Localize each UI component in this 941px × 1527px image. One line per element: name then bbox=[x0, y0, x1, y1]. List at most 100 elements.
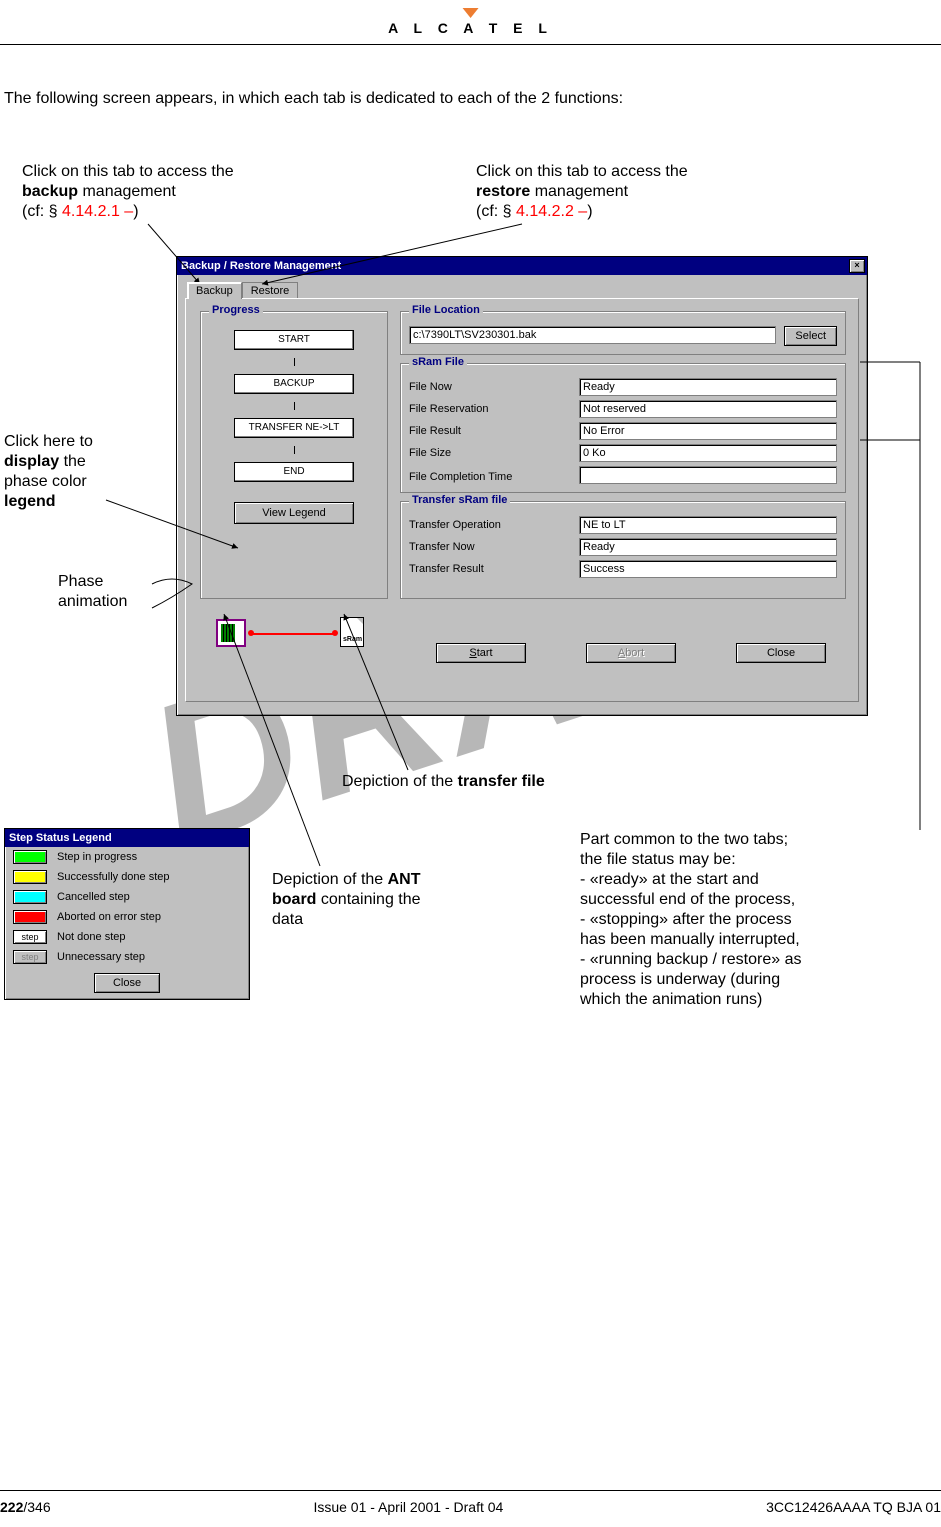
legend-swatch bbox=[13, 890, 47, 904]
close-button[interactable]: Close bbox=[736, 643, 826, 663]
row-file-result: File ResultNo Error bbox=[409, 422, 837, 440]
row-file-size: File Size0 Ko bbox=[409, 444, 837, 462]
legend-swatch: step bbox=[13, 950, 47, 964]
callout-common-l9: which the animation runs) bbox=[580, 991, 762, 1008]
callout-tf-pre: Depiction of the bbox=[342, 773, 458, 790]
legend-row-text: Cancelled step bbox=[57, 891, 130, 903]
callout-common-l4: successful end of the process, bbox=[580, 891, 795, 908]
dialog-titlebar[interactable]: Backup / Restore Management × bbox=[177, 257, 867, 275]
callout-restore: Click on this tab to access the restore … bbox=[476, 162, 756, 222]
legend-row: step Unnecessary step bbox=[5, 947, 249, 967]
callout-arrows bbox=[0, 0, 941, 1527]
file-location-input[interactable]: c:\7390LT\SV230301.bak bbox=[409, 326, 776, 344]
transfer-dot-icon bbox=[248, 630, 254, 636]
lbl-file-result: File Result bbox=[409, 425, 579, 437]
close-icon[interactable]: × bbox=[849, 259, 865, 273]
legend-dialog: Step Status Legend Step in progress Succe… bbox=[4, 828, 250, 1000]
tabs: BackupRestore bbox=[187, 281, 867, 298]
footer-page-rest: /346 bbox=[23, 1499, 50, 1515]
callout-common-l7: - «running backup / restore» as bbox=[580, 951, 801, 968]
lbl-transfer-op: Transfer Operation bbox=[409, 519, 579, 531]
sram-file-icon: sRam bbox=[340, 617, 364, 647]
callout-ant-l1p: Depiction of the bbox=[272, 871, 388, 888]
group-sram-title: sRam File bbox=[409, 356, 467, 368]
callout-restore-ref: 4.14.2.2 – bbox=[516, 203, 587, 220]
legend-row-text: Successfully done step bbox=[57, 871, 170, 883]
abort-button[interactable]: Abort bbox=[586, 643, 676, 663]
legend-swatch bbox=[13, 910, 47, 924]
group-transfer-title: Transfer sRam file bbox=[409, 494, 510, 506]
callout-backup-l3a: (cf: § bbox=[22, 203, 62, 220]
callout-tf-b: transfer file bbox=[458, 773, 545, 790]
step-connector bbox=[294, 402, 295, 410]
legend-row-text: Not done step bbox=[57, 931, 126, 943]
logo: A L C A T E L bbox=[388, 8, 553, 36]
lbl-file-size: File Size bbox=[409, 447, 579, 459]
legend-row-text: Unnecessary step bbox=[57, 951, 145, 963]
legend-swatch bbox=[13, 850, 47, 864]
backup-restore-dialog: Backup / Restore Management × BackupRest… bbox=[176, 256, 868, 716]
lbl-file-completion: File Completion Time bbox=[409, 471, 579, 483]
callout-ant-board: Depiction of the ANT board containing th… bbox=[272, 870, 492, 930]
group-file-location: File Location c:\7390LT\SV230301.bak Sel… bbox=[400, 311, 846, 355]
row-transfer-now: Transfer NowReady bbox=[409, 538, 837, 556]
row-file-reservation: File ReservationNot reserved bbox=[409, 400, 837, 418]
val-transfer-now: Ready bbox=[579, 538, 837, 556]
select-button[interactable]: Select bbox=[784, 326, 837, 346]
legend-row: Successfully done step bbox=[5, 867, 249, 887]
legend-swatch bbox=[13, 870, 47, 884]
footer-rule bbox=[0, 1490, 941, 1491]
val-file-completion bbox=[579, 466, 837, 484]
callout-common-l1: Part common to the two tabs; bbox=[580, 831, 788, 848]
callout-common-l6: has been manually interrupted, bbox=[580, 931, 800, 948]
view-legend-button[interactable]: View Legend bbox=[234, 502, 354, 524]
lbl-transfer-result: Transfer Result bbox=[409, 563, 579, 575]
callout-restore-l2p: management bbox=[530, 183, 628, 200]
callout-transfer-file: Depiction of the transfer file bbox=[342, 772, 545, 792]
callout-backup-l3b: ) bbox=[133, 203, 138, 220]
group-transfer-sram: Transfer sRam file Transfer OperationNE … bbox=[400, 501, 846, 599]
step-connector bbox=[294, 446, 295, 454]
page-footer: 222/346 Issue 01 - April 2001 - Draft 04… bbox=[0, 1499, 941, 1515]
val-file-size: 0 Ko bbox=[579, 444, 837, 462]
group-file-location-title: File Location bbox=[409, 304, 483, 316]
row-file-completion: File Completion Time bbox=[409, 466, 837, 487]
legend-row-text: Step in progress bbox=[57, 851, 137, 863]
val-transfer-result: Success bbox=[579, 560, 837, 578]
tab-restore[interactable]: Restore bbox=[242, 282, 299, 299]
legend-row: stepNot done step bbox=[5, 927, 249, 947]
legend-close-button[interactable]: Close bbox=[94, 973, 160, 993]
step-transfer: TRANSFER NE->LT bbox=[234, 418, 354, 438]
transfer-dot-icon bbox=[332, 630, 338, 636]
callout-ant-l3: data bbox=[272, 911, 303, 928]
footer-right: 3CC12426AAAA TQ BJA 01 bbox=[766, 1499, 941, 1515]
group-sram-file: sRam File File NowReady File Reservation… bbox=[400, 363, 846, 493]
callout-view-legend: Click here to display the phase color le… bbox=[4, 432, 134, 512]
footer-center: Issue 01 - April 2001 - Draft 04 bbox=[313, 1499, 503, 1515]
start-button[interactable]: Start bbox=[436, 643, 526, 663]
tab-backup[interactable]: Backup bbox=[187, 282, 242, 299]
callout-vl-b2: legend bbox=[4, 493, 56, 510]
group-progress-title: Progress bbox=[209, 304, 263, 316]
panel-body: Progress START BACKUP TRANSFER NE->LT EN… bbox=[185, 298, 859, 702]
legend-row-text: Aborted on error step bbox=[57, 911, 161, 923]
legend-rows: Step in progress Successfully done step Ca… bbox=[5, 847, 249, 967]
lbl-file-now: File Now bbox=[409, 381, 579, 393]
transfer-line-icon bbox=[250, 633, 334, 635]
val-file-now: Ready bbox=[579, 378, 837, 396]
row-transfer-result: Transfer ResultSuccess bbox=[409, 560, 837, 578]
ant-board-icon bbox=[216, 619, 246, 647]
row-file-now: File NowReady bbox=[409, 378, 837, 396]
abort-button-tail: bort bbox=[625, 647, 644, 659]
row-transfer-op: Transfer OperationNE to LT bbox=[409, 516, 837, 534]
callout-ant-b2: board bbox=[272, 891, 316, 908]
footer-page-bold: 222 bbox=[0, 1499, 23, 1515]
callout-backup-ref: 4.14.2.1 – bbox=[62, 203, 133, 220]
callout-ant-b1: ANT bbox=[388, 871, 421, 888]
val-file-result: No Error bbox=[579, 422, 837, 440]
callout-common-l3: - «ready» at the start and bbox=[580, 871, 759, 888]
callout-phase-animation: Phase animation bbox=[58, 572, 158, 612]
callout-backup-b: backup bbox=[22, 183, 78, 200]
intro-text: The following screen appears, in which e… bbox=[4, 90, 623, 108]
legend-titlebar[interactable]: Step Status Legend bbox=[5, 829, 249, 847]
